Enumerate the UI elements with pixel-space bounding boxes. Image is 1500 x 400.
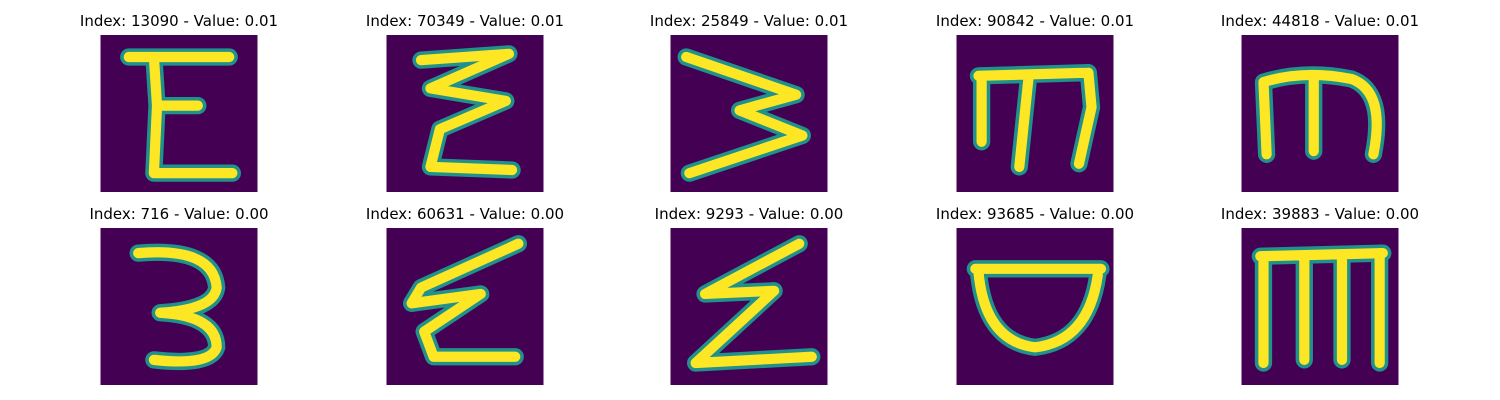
panel-title: Index: 25849 - Value: 0.01 [649,12,849,30]
glyph-image [956,228,1114,385]
panel-title: Index: 13090 - Value: 0.01 [79,12,279,30]
panel-cell: Index: 93685 - Value: 0.00 [910,193,1160,385]
glyph-image-svg [670,228,828,385]
panel-title: Index: 93685 - Value: 0.00 [935,205,1135,223]
panel-cell: Index: 25849 - Value: 0.01 [624,0,874,192]
glyph-stroke-inner [133,247,222,367]
glyph-stroke-inner [1258,69,1382,160]
glyph-stroke-inner [406,238,524,362]
glyph-stroke-inner [681,51,808,179]
glyph-stroke-inner [415,48,518,176]
panel-cell: Index: 13090 - Value: 0.01 [54,0,304,192]
glyph-image [100,228,258,385]
glyph-image [1241,35,1399,192]
panel-cell: Index: 70349 - Value: 0.01 [340,0,590,192]
glyph-image [956,35,1114,192]
glyph-image-svg [1241,35,1399,192]
glyph-image [386,35,544,192]
panel-cell: Index: 90842 - Value: 0.01 [910,0,1160,192]
panel-cell: Index: 60631 - Value: 0.00 [340,193,590,385]
panel-title: Index: 90842 - Value: 0.01 [935,12,1135,30]
glyph-image-svg [956,35,1114,192]
panel-title: Index: 716 - Value: 0.00 [89,205,269,223]
panel-title: Index: 9293 - Value: 0.00 [654,205,844,223]
glyph-image-svg [386,35,544,192]
glyph-image-svg [670,35,828,192]
panel-title: Index: 70349 - Value: 0.01 [365,12,565,30]
glyph-image [100,35,258,192]
glyph-stroke-inner [973,67,1097,172]
glyph-image [670,35,828,192]
glyph-stroke-inner [1255,248,1388,369]
panel-cell: Index: 39883 - Value: 0.00 [1195,193,1445,385]
panel-cell: Index: 9293 - Value: 0.00 [624,193,874,385]
glyph-image-svg [386,228,544,385]
glyph-stroke-inner [970,263,1107,353]
glyph-stroke-inner [690,238,817,369]
glyph-image-svg [100,35,258,192]
glyph-image [1241,228,1399,385]
panel-title: Index: 60631 - Value: 0.00 [365,205,565,223]
glyph-stroke-inner [123,51,238,179]
glyph-image-svg [100,228,258,385]
panel-title: Index: 39883 - Value: 0.00 [1220,205,1420,223]
glyph-image [670,228,828,385]
glyph-image-svg [1241,228,1399,385]
panel-cell: Index: 716 - Value: 0.00 [54,193,304,385]
glyph-image [386,228,544,385]
panel-cell: Index: 44818 - Value: 0.01 [1195,0,1445,192]
panel-title: Index: 44818 - Value: 0.01 [1220,12,1420,30]
glyph-image-svg [956,228,1114,385]
